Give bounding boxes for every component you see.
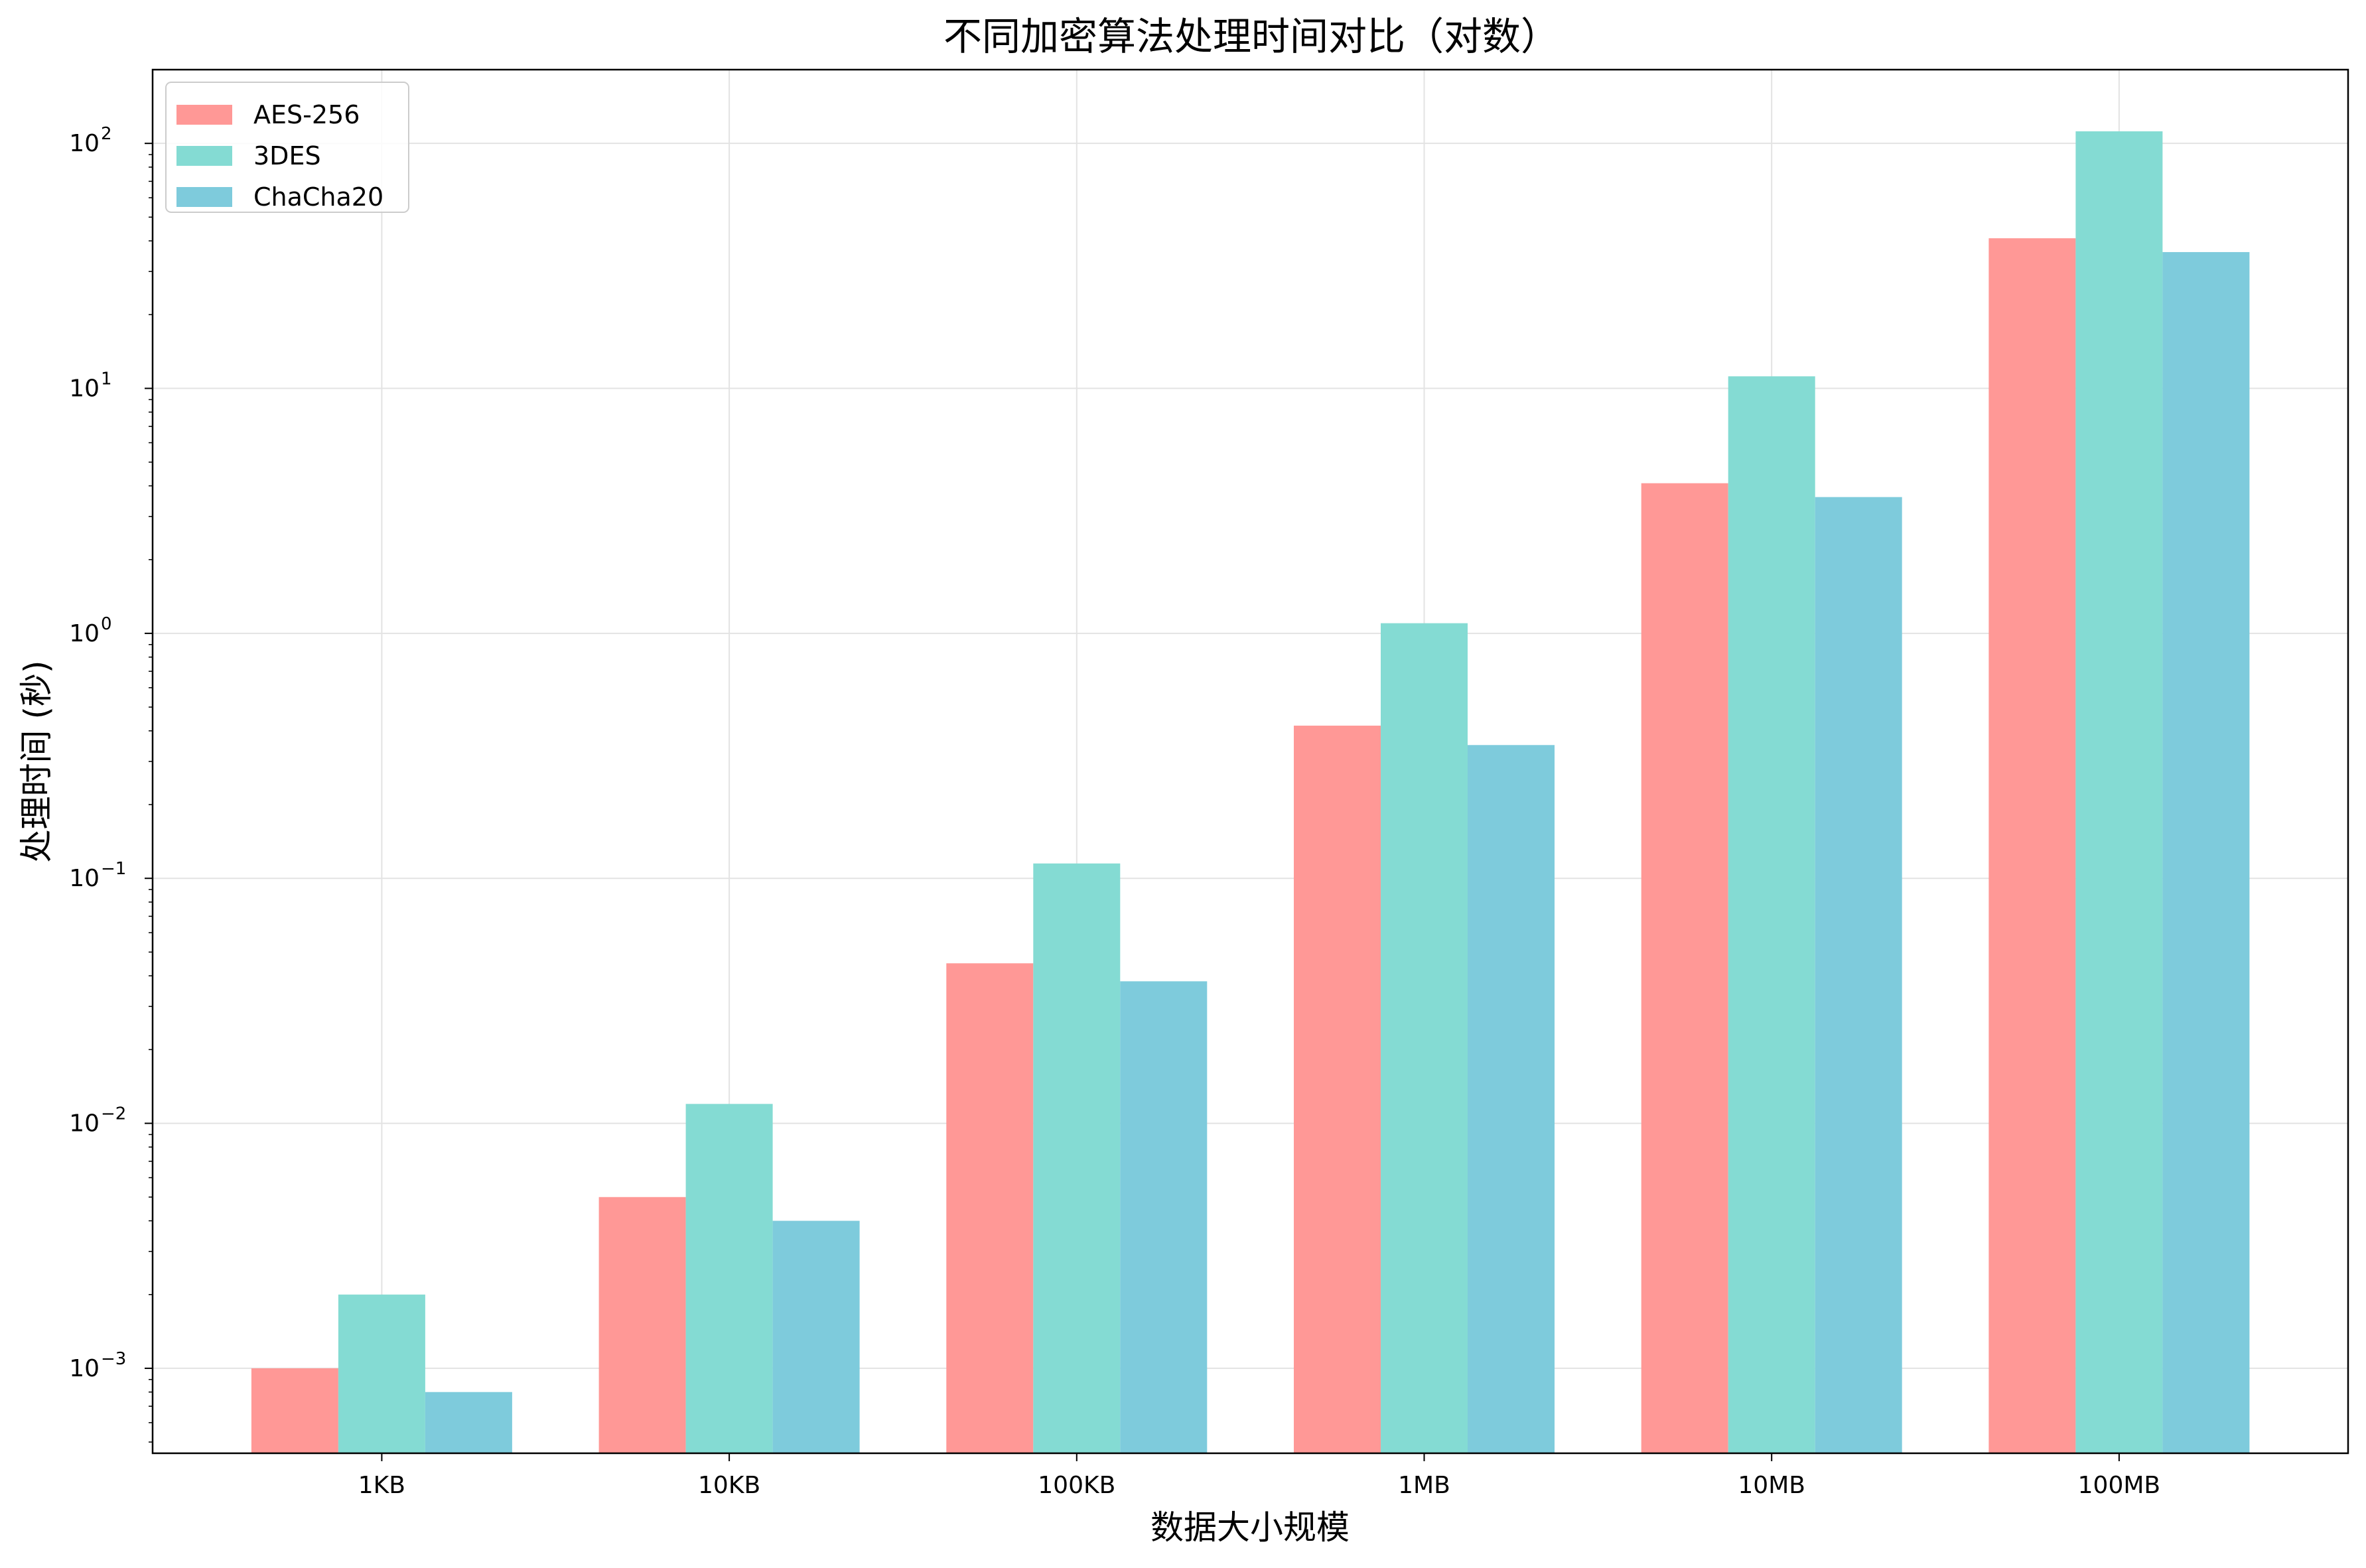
y-tick-label: 10 [69,1110,100,1138]
legend-label: ChaCha20 [253,182,383,212]
bar-chacha20-1mb [1468,745,1555,1453]
y-axis-title: 处理时间 (秒) [17,661,56,863]
bar-3des-1mb [1381,623,1468,1453]
y-tick-label: 10 [69,130,100,157]
y-tick-exponent: 0 [101,614,112,634]
legend-swatch [176,105,232,125]
x-tick-label: 1MB [1398,1472,1450,1499]
x-tick-label: 10MB [1738,1472,1805,1499]
y-tick-exponent: −3 [101,1349,126,1369]
x-tick-label: 100KB [1038,1472,1115,1499]
legend-swatch [176,187,232,207]
x-axis-title: 数据大小规模 [1150,1508,1350,1547]
legend: AES-256 3DES ChaCha20 [165,82,409,213]
y-tick-label: 10 [69,865,100,892]
x-tick-label: 1KB [358,1472,405,1499]
bar-aes-256-1kb [251,1368,338,1453]
bar-chacha20-100mb [2162,252,2250,1454]
bar-3des-100kb [1033,863,1121,1453]
bar-chacha20-10mb [1815,497,1902,1454]
bar-aes-256-100kb [946,963,1034,1453]
bar-aes-256-10mb [1641,483,1728,1453]
bar-aes-256-10kb [598,1197,686,1453]
bar-aes-256-100mb [1988,238,2076,1453]
bar-3des-100mb [2075,131,2163,1453]
x-tick-label: 100MB [2078,1472,2160,1499]
legend-label: 3DES [253,141,321,170]
legend-swatch [176,146,232,166]
bars [251,131,2250,1454]
y-tick-exponent: −2 [101,1104,126,1124]
y-tick-label: 10 [69,375,100,403]
bar-chacha20-10kb [772,1220,860,1453]
y-tick-label: 10 [69,620,100,647]
y-tick-exponent: 1 [101,369,112,389]
y-tick-exponent: 2 [101,124,112,144]
y-tick-label: 10 [69,1355,100,1382]
chart-title: 不同加密算法处理时间对比（对数） [943,14,1559,59]
x-tick-label: 10KB [698,1472,760,1499]
legend-label: AES-256 [253,100,360,129]
bar-chacha20-1kb [425,1392,512,1453]
bar-chacha20-100kb [1120,981,1208,1453]
grid [153,70,2348,1453]
bar-3des-1kb [338,1294,425,1453]
y-tick-exponent: −1 [101,859,126,879]
bar-aes-256-1mb [1294,726,1381,1453]
bar-3des-10kb [685,1104,773,1453]
bar-3des-10mb [1728,376,1815,1453]
